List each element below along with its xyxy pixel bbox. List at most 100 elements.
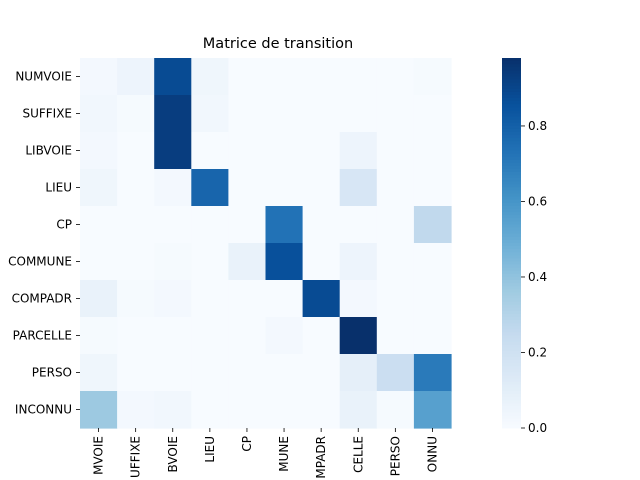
- heatmap-cell: [376, 132, 415, 170]
- colorbar-segment: [502, 95, 521, 99]
- heatmap-cell: [339, 169, 378, 207]
- colorbar-segment: [502, 79, 521, 84]
- colorbar-segment: [502, 119, 521, 124]
- heatmap-cell: [117, 391, 155, 429]
- heatmap-cell: [339, 391, 378, 429]
- heatmap-cell: [265, 354, 304, 392]
- heatmap-cell: [302, 391, 341, 429]
- colorbar-segment: [502, 175, 521, 179]
- heatmap-cell: [117, 95, 155, 133]
- colorbar-segment: [502, 276, 521, 281]
- heatmap-cell: [265, 58, 304, 96]
- heatmap-cell: [376, 206, 415, 244]
- heatmap-cell: [265, 95, 304, 133]
- colorbar-segment: [502, 264, 521, 269]
- colorbar-segment: [502, 212, 521, 216]
- colorbar-segment: [502, 335, 521, 339]
- heatmap-cell: [191, 243, 229, 281]
- colorbar-segment: [502, 98, 521, 102]
- colorbar-segment: [502, 363, 521, 367]
- y-tick-label: LIBVOIE: [25, 144, 72, 158]
- heatmap-cell: [413, 132, 452, 170]
- colorbar-segment: [502, 249, 521, 253]
- heatmap-cell: [80, 58, 118, 96]
- colorbar-segment: [502, 403, 521, 407]
- y-tick-label: LIEU: [45, 181, 72, 195]
- heatmap-cell: [265, 317, 304, 355]
- x-tick-label: CELLE: [351, 436, 365, 473]
- colorbar-segment: [502, 162, 521, 167]
- heatmap-cell: [376, 354, 415, 392]
- heatmap-cell: [191, 317, 229, 355]
- colorbar-segment: [502, 317, 521, 321]
- colorbar-segment: [502, 73, 521, 77]
- colorbar-segment: [502, 421, 521, 426]
- colorbar-segment: [502, 313, 521, 318]
- colorbar-tick-label: 0.2: [528, 345, 547, 359]
- colorbar-segment: [502, 283, 521, 287]
- colorbar-tick-label: 0.4: [528, 270, 547, 284]
- colorbar-segment: [502, 323, 521, 327]
- colorbar-segment: [502, 104, 521, 108]
- heatmap-cell: [228, 206, 267, 244]
- colorbar-segment: [502, 267, 521, 272]
- colorbar-segment: [502, 58, 521, 62]
- heatmap-cell: [80, 132, 118, 170]
- heatmap-cell: [376, 391, 415, 429]
- colorbar-segment: [502, 280, 521, 284]
- heatmap-cell: [154, 317, 192, 355]
- heatmap-cell: [80, 317, 118, 355]
- heatmap-cell: [228, 317, 267, 355]
- heatmap-cell: [117, 354, 155, 392]
- heatmap-cell: [339, 206, 378, 244]
- colorbar-segment: [502, 206, 521, 210]
- colorbar-segment: [502, 295, 521, 299]
- x-tick-label: MPADR: [314, 436, 328, 479]
- heatmap-cell: [117, 243, 155, 281]
- colorbar-segment: [502, 255, 521, 259]
- colorbar-segment: [502, 307, 521, 312]
- heatmap-cell: [191, 391, 229, 429]
- colorbar-segment: [502, 181, 521, 185]
- colorbar-segment: [502, 246, 521, 250]
- colorbar-segment: [502, 199, 521, 204]
- colorbar-segment: [502, 125, 521, 130]
- colorbar-segment: [502, 76, 521, 80]
- colorbar-segment: [502, 196, 521, 201]
- colorbar-segment: [502, 304, 521, 309]
- colorbar-segment: [502, 329, 521, 333]
- colorbar: 0.0 0.2 0.4 0.6 0.8: [502, 58, 547, 435]
- heatmap-cell: [339, 354, 378, 392]
- heatmap-cell: [117, 317, 155, 355]
- heatmap-cell: [117, 132, 155, 170]
- colorbar-segment: [502, 301, 521, 306]
- heatmap-cell: [80, 206, 118, 244]
- colorbar-segment: [502, 292, 521, 296]
- colorbar-segment: [502, 113, 521, 117]
- colorbar-segment: [502, 375, 521, 380]
- heatmap-cell: [376, 169, 415, 207]
- colorbar-segment: [502, 273, 521, 278]
- heatmap-cell: [413, 58, 452, 96]
- colorbar-segment: [502, 64, 521, 68]
- colorbar-segment: [502, 61, 521, 65]
- colorbar-segment: [502, 360, 521, 364]
- colorbar-segment: [502, 357, 521, 361]
- colorbar-segment: [502, 165, 521, 170]
- colorbar-segment: [502, 378, 521, 383]
- heatmap-cell: [80, 169, 118, 207]
- colorbar-segment: [502, 70, 521, 74]
- colorbar-segment: [502, 128, 521, 133]
- x-tick-label: CP: [240, 436, 254, 452]
- colorbar-segment: [502, 184, 521, 188]
- heatmap-cell: [191, 169, 229, 207]
- colorbar-segment: [502, 135, 521, 139]
- colorbar-segment: [502, 122, 521, 127]
- colorbar-segment: [502, 101, 521, 105]
- colorbar-segment: [502, 178, 521, 182]
- heatmap-cell: [154, 169, 192, 207]
- heatmap-cell: [154, 95, 192, 133]
- heatmap-cell: [413, 169, 452, 207]
- colorbar-segment: [502, 236, 521, 241]
- x-tick-label: MVOIE: [92, 436, 106, 475]
